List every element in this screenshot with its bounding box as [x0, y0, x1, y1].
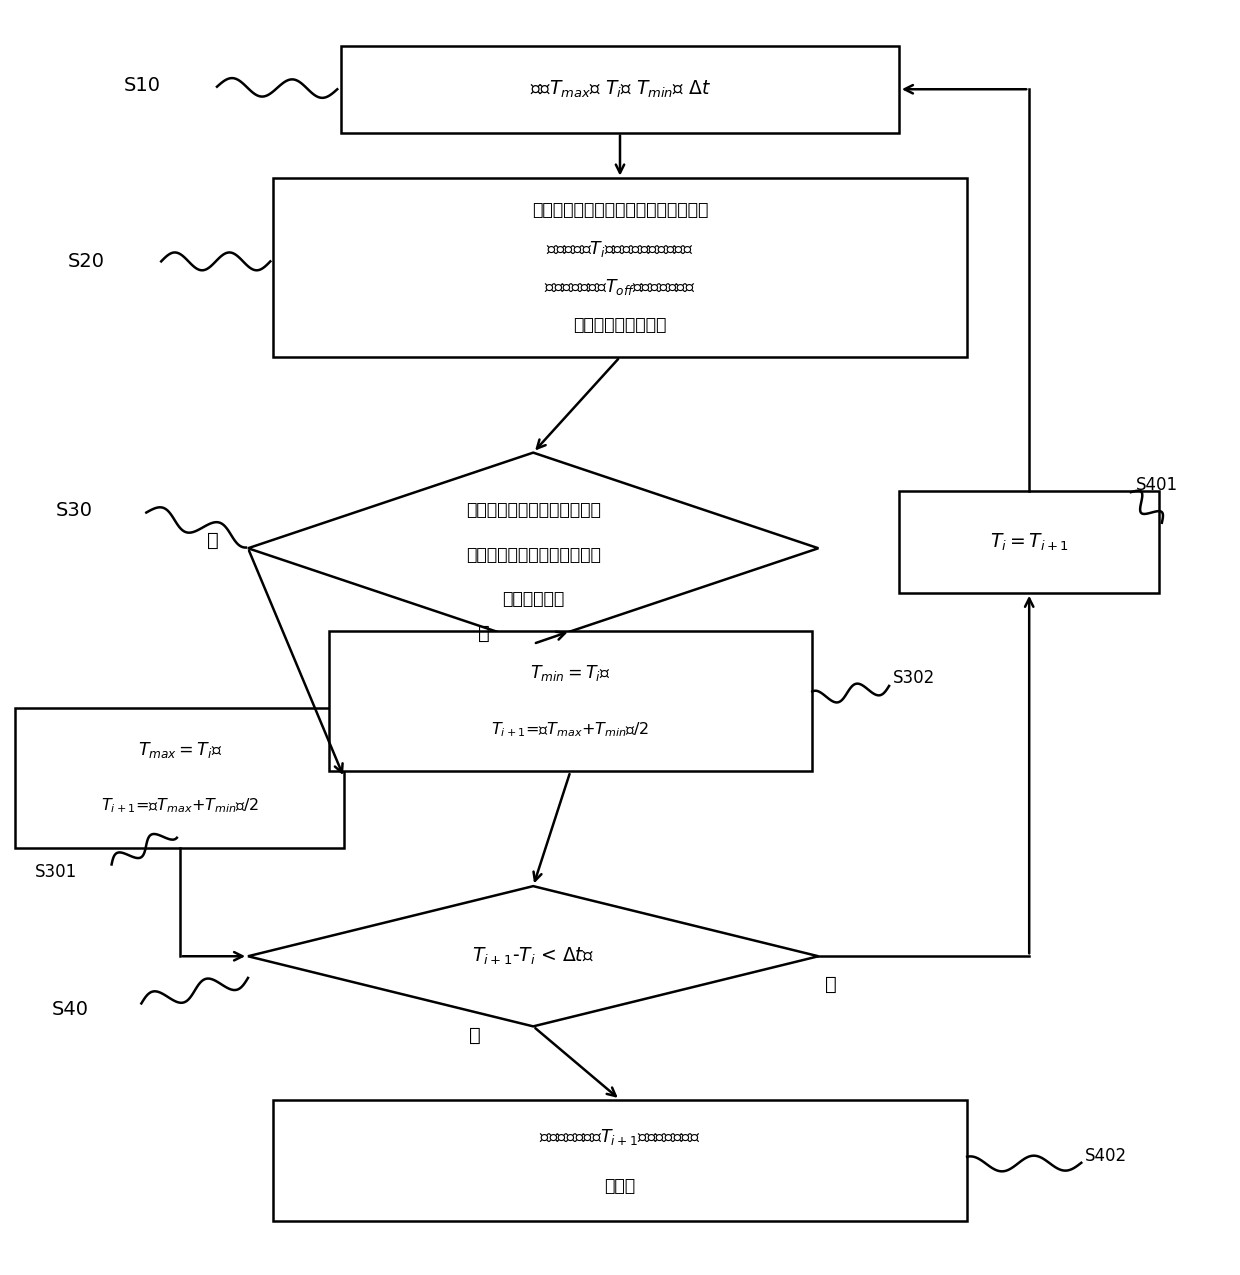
- Text: $T_{i+1}$=（$T_{max}$+$T_{min}$）/2: $T_{i+1}$=（$T_{max}$+$T_{min}$）/2: [491, 720, 650, 738]
- Bar: [341, 46, 899, 133]
- Text: $T_{max}=T_i$，: $T_{max}=T_i$，: [138, 740, 222, 760]
- Text: 否: 否: [207, 532, 219, 550]
- Text: 设置$T_{max}$、 $T_i$、 $T_{min}$、 $\Delta t$: 设置$T_{max}$、 $T_i$、 $T_{min}$、 $\Delta t…: [529, 79, 711, 99]
- Text: 获取交流电流上升沿的过零点信号后，: 获取交流电流上升沿的过零点信号后，: [532, 201, 708, 219]
- Text: $T_{i+1}$=（$T_{max}$+$T_{min}$）/2: $T_{i+1}$=（$T_{max}$+$T_{min}$）/2: [100, 797, 259, 815]
- Text: 否: 否: [825, 975, 837, 993]
- Text: 的获取: 的获取: [604, 1177, 636, 1195]
- Text: 控制器延时$T_i$时间发出继电器释放信: 控制器延时$T_i$时间发出继电器释放信: [546, 238, 694, 259]
- Text: S10: S10: [124, 76, 161, 94]
- Bar: [273, 179, 967, 357]
- Text: 位于后续某个上升沿过零点的: 位于后续某个上升沿过零点的: [466, 546, 600, 564]
- Polygon shape: [248, 453, 818, 644]
- Text: S402: S402: [1085, 1148, 1127, 1165]
- Text: 是: 是: [477, 625, 490, 643]
- Text: 时间点之前？: 时间点之前？: [502, 590, 564, 608]
- Bar: [329, 631, 812, 771]
- Text: S20: S20: [68, 252, 105, 270]
- Bar: [899, 491, 1159, 593]
- Text: S302: S302: [893, 669, 935, 687]
- Bar: [273, 1099, 967, 1221]
- Bar: [15, 708, 345, 848]
- Text: $T_{i+1}$-$T_i$ < $\Delta t$？: $T_{i+1}$-$T_i$ < $\Delta t$？: [472, 946, 594, 966]
- Text: 是: 是: [469, 1026, 481, 1044]
- Text: 继电器触点释放的时间点是否: 继电器触点释放的时间点是否: [466, 501, 600, 519]
- Text: S301: S301: [35, 863, 77, 881]
- Text: 作，继电器触点释放: 作，继电器触点释放: [573, 316, 667, 334]
- Text: S30: S30: [56, 501, 93, 519]
- Text: $T_i=T_{i+1}$: $T_i=T_{i+1}$: [990, 532, 1069, 552]
- Text: S40: S40: [52, 1001, 89, 1019]
- Text: 号，继电器经过$T_{off}$时间完成释放动: 号，继电器经过$T_{off}$时间完成释放动: [544, 277, 696, 297]
- Text: $T_{min}=T_i$，: $T_{min}=T_i$，: [529, 663, 611, 683]
- Text: 确定延时时间为$T_{i+1}$，结束延时时间: 确定延时时间为$T_{i+1}$，结束延时时间: [539, 1127, 701, 1148]
- Polygon shape: [248, 886, 818, 1026]
- Text: S401: S401: [1136, 476, 1178, 493]
